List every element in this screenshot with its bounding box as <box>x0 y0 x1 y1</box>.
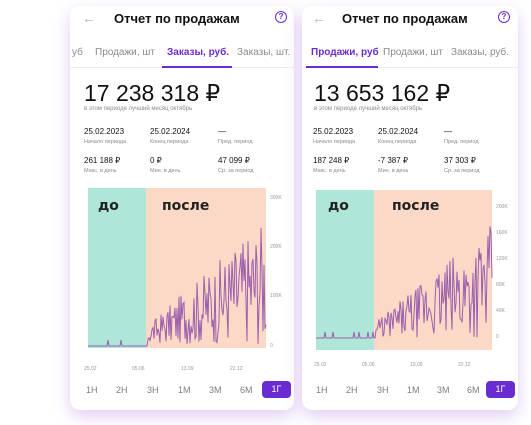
y-tick-label: 100K <box>270 293 282 299</box>
max-per-day-label: Макс. в день <box>313 168 346 174</box>
sales-chart: до после 200K 160K 120K 80K 40K 0 25.02 … <box>314 190 508 368</box>
prev-period-value: — <box>444 127 452 136</box>
x-tick-label: 22.12 <box>230 366 243 372</box>
period-end-label: Конец периода <box>378 139 417 145</box>
page-title: Отчет по продажам <box>114 11 240 26</box>
period-start-value: 25.02.2023 <box>313 127 354 136</box>
tab-orders-rub[interactable]: Заказы, руб. <box>167 47 230 58</box>
period-start-label: Начало периода <box>84 139 127 145</box>
sales-report-panel-left: ← Отчет по продажам ? уб Продажи, шт Зак… <box>70 6 294 410</box>
after-label: после <box>162 198 209 214</box>
prev-period-value: — <box>218 127 226 136</box>
prev-period-label: Пред. период <box>218 139 253 145</box>
max-per-day-label: Макс. в день <box>84 168 117 174</box>
period-end-value: 25.02.2024 <box>378 127 419 136</box>
after-zone <box>146 188 266 348</box>
period-start-value: 25.02.2023 <box>84 127 125 136</box>
period-end-label: Конец периода <box>150 139 189 145</box>
x-tick-label: 25.02 <box>84 366 97 372</box>
y-tick-label: 160K <box>496 230 508 236</box>
min-per-day-label: Мин. в день <box>378 168 409 174</box>
x-tick-label: 13.09 <box>181 366 194 372</box>
sales-chart: до после 300K 200K 100K 0 25.02 05.06 13… <box>84 188 282 372</box>
period-end-value: 25.02.2024 <box>150 127 191 136</box>
avg-period-label: Ср. за период <box>218 168 254 174</box>
tab-sales-qty[interactable]: Продажи, шт <box>95 47 155 58</box>
prev-period-label: Пред. период <box>444 139 479 145</box>
min-per-day-value: 0 ₽ <box>150 156 162 165</box>
period-3m-button[interactable]: 3М <box>209 385 222 395</box>
total-value: 17 238 318 ₽ <box>84 80 221 106</box>
period-2w-button[interactable]: 2Н <box>346 385 358 395</box>
period-6m-button[interactable]: 6М <box>467 385 480 395</box>
active-tab-indicator <box>306 66 378 68</box>
max-per-day-value: 187 248 ₽ <box>313 156 350 165</box>
x-tick-label: 25.02 <box>314 362 327 368</box>
period-3w-button[interactable]: 3Н <box>147 385 159 395</box>
period-1y-button[interactable]: 1Г <box>486 381 515 398</box>
y-tick-label: 40K <box>496 308 506 314</box>
x-tick-label: 13.09 <box>410 362 423 368</box>
tab-sales-rub[interactable]: Продажи, руб <box>311 47 379 58</box>
header: ← Отчет по продажам ? <box>302 6 518 30</box>
period-1w-button[interactable]: 1Н <box>86 385 98 395</box>
help-icon[interactable]: ? <box>498 11 510 23</box>
y-tick-label: 200K <box>270 244 282 250</box>
period-1w-button[interactable]: 1Н <box>316 385 328 395</box>
y-tick-label: 0 <box>496 334 499 340</box>
min-per-day-label: Мин. в день <box>150 168 181 174</box>
before-label: до <box>328 198 349 214</box>
y-tick-label: 0 <box>270 343 273 349</box>
total-value: 13 653 162 ₽ <box>314 80 451 106</box>
avg-period-label: Ср. за период <box>444 168 480 174</box>
sales-line <box>316 226 493 339</box>
x-tick-label: 05.06 <box>132 366 145 372</box>
after-label: после <box>392 198 439 214</box>
best-month-note: в этом периоде лучший месяц октябрь <box>84 106 193 112</box>
y-tick-label: 120K <box>496 256 508 262</box>
x-tick-label: 22.12 <box>458 362 471 368</box>
x-tick-label: 05.06 <box>362 362 375 368</box>
tabs: Продажи, руб Продажи, шт Заказы, руб. <box>302 38 518 68</box>
y-tick-label: 300K <box>270 195 282 201</box>
period-3m-button[interactable]: 3М <box>437 385 450 395</box>
sales-line <box>88 227 267 347</box>
y-tick-label: 80K <box>496 282 506 288</box>
max-per-day-value: 261 188 ₽ <box>84 156 121 165</box>
avg-period-value: 47 099 ₽ <box>218 156 250 165</box>
before-zone <box>88 188 146 348</box>
avg-period-value: 37 303 ₽ <box>444 156 476 165</box>
before-zone <box>316 190 374 350</box>
period-1m-button[interactable]: 1М <box>407 385 420 395</box>
period-3w-button[interactable]: 3Н <box>377 385 389 395</box>
best-month-note: в этом периоде лучший месяц октябрь <box>314 106 423 112</box>
period-1y-button[interactable]: 1Г <box>262 381 291 398</box>
tabs: уб Продажи, шт Заказы, руб. Заказы, шт. <box>70 38 294 68</box>
tab-orders-rub[interactable]: Заказы, руб. <box>451 47 510 58</box>
tab-sales-rub-partial[interactable]: уб <box>72 47 83 58</box>
tab-sales-qty[interactable]: Продажи, шт <box>383 47 443 58</box>
before-label: до <box>98 198 119 214</box>
active-tab-indicator <box>162 66 232 68</box>
y-tick-label: 200K <box>496 204 508 210</box>
period-1m-button[interactable]: 1М <box>178 385 191 395</box>
back-arrow-icon[interactable]: ← <box>312 10 326 26</box>
tab-orders-qty[interactable]: Заказы, шт. <box>237 47 291 58</box>
back-arrow-icon[interactable]: ← <box>82 10 96 26</box>
help-icon[interactable]: ? <box>275 11 287 23</box>
page-title: Отчет по продажам <box>342 11 468 26</box>
period-6m-button[interactable]: 6М <box>240 385 253 395</box>
header: ← Отчет по продажам ? <box>70 6 294 30</box>
period-2w-button[interactable]: 2Н <box>116 385 128 395</box>
min-per-day-value: -7 387 ₽ <box>378 156 408 165</box>
sales-report-panel-right: ← Отчет по продажам ? Продажи, руб Прода… <box>302 6 518 410</box>
period-start-label: Начало периода <box>313 139 356 145</box>
